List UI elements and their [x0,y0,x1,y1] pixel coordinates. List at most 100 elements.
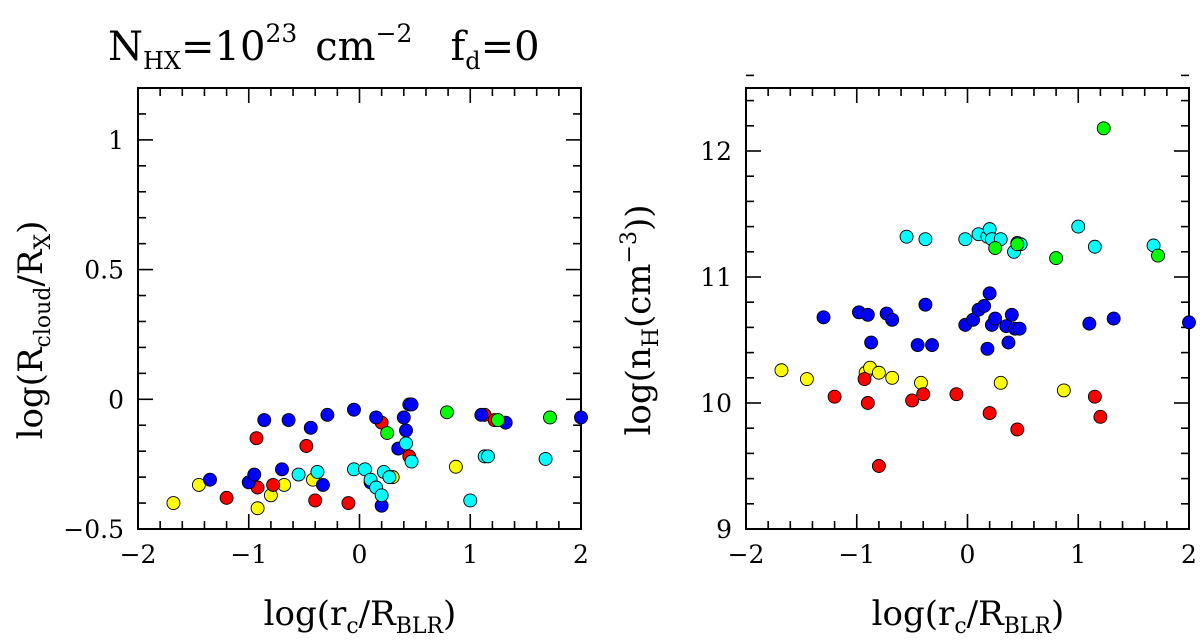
y-tick-label: −0.5 [63,515,124,544]
data-point-blue [816,310,831,325]
data-point-green [1010,237,1025,252]
data-point-blue [281,413,296,427]
data-point-cyan [481,449,495,464]
data-point-green [440,405,454,420]
x-tick-label: 2 [573,540,589,569]
y-tick-label: 0 [108,385,124,414]
title-n-sub: HX [143,47,181,75]
data-point-blue [1082,316,1097,331]
data-point-blue [977,299,992,313]
x-tick-label: 1 [462,540,478,569]
data-point-red [308,493,323,508]
data-point-cyan [463,493,478,508]
data-point-red [1093,409,1108,424]
data-point-red [249,431,264,446]
data-point-red [857,372,872,387]
data-point-blue [1182,315,1196,330]
data-point-cyan [899,229,914,244]
right-y-axis-label: log(nH(cm−3)) [617,205,664,436]
data-point-cyan [374,488,389,503]
data-point-blue [980,341,995,356]
data-point-blue [918,297,933,312]
data-point-green [1096,121,1111,136]
title-eq: =10 [181,24,265,70]
figure-title: NHX=1023 cm−2 fd=0 [108,19,540,75]
data-point-cyan [918,232,933,247]
data-point-red [299,439,314,453]
data-point-yellow [774,363,789,378]
x-tick-label: 2 [1181,540,1197,569]
data-point-blue [369,410,384,425]
title-n: N [108,24,143,70]
right-ticks [745,74,1190,530]
data-point-cyan [1087,239,1102,254]
data-point-blue [404,397,419,412]
data-point-red [341,496,356,511]
data-point-blue [303,420,318,435]
y-tick-label: 12 [700,137,732,166]
data-point-red [266,477,281,492]
y-tick-label: 11 [700,263,732,292]
data-point-blue [982,286,997,301]
data-point-blue [1004,307,1019,322]
right-x-axis-label: log(rc/RBLR) [872,594,1065,639]
right-plot-frame [745,87,1190,530]
data-point-blue [1012,321,1027,336]
title-f: f [450,24,468,70]
y-tick-label: 1 [108,126,124,155]
title-unit-exp: −2 [376,19,413,48]
left-tick-labels: −2 −1 0 1 2 −0.5 0 0.5 1 [63,126,589,569]
x-tick-label: −1 [230,540,267,569]
data-point-blue [988,311,1003,326]
title-f-sub: d [465,47,480,75]
data-point-red [949,387,964,402]
data-point-red [1087,389,1102,404]
data-point-yellow [166,496,181,511]
data-point-blue [885,312,900,327]
data-point-yellow [871,365,886,380]
x-tick-label: −1 [838,540,875,569]
right-data-points [774,121,1196,473]
left-data-points [166,397,588,516]
data-point-blue [275,462,289,477]
data-point-cyan [382,470,397,485]
y-tick-label: 10 [700,389,732,418]
left-plot-frame [137,87,582,530]
data-point-blue [203,472,217,487]
y-tick-label: 9 [716,515,732,544]
x-tick-label: 1 [1070,540,1086,569]
title-f-eq: =0 [481,24,540,70]
x-tick-label: 0 [352,540,368,569]
data-point-blue [1106,311,1121,326]
data-point-red [905,393,920,408]
data-point-yellow [885,370,900,385]
data-point-yellow [448,459,463,474]
data-point-green [543,410,557,425]
x-tick-label: −2 [728,540,765,569]
y-tick-label: 0.5 [84,256,124,285]
data-point-blue [910,338,925,352]
data-point-blue [247,467,262,482]
data-point-blue [925,338,940,352]
data-point-green [380,426,395,440]
data-point-blue [860,307,875,322]
data-point-green [1049,251,1064,266]
data-point-green [1151,248,1165,263]
x-tick-label: 0 [960,540,976,569]
data-point-cyan [538,452,553,466]
data-point-cyan [291,467,306,482]
data-point-yellow [1056,383,1071,398]
data-point-green [490,413,505,427]
left-panel: −2 −1 0 1 2 −0.5 0 0.5 1 log(rc/RBLR) log(Rcloud… [11,87,589,639]
data-point-cyan [1071,219,1086,234]
data-point-cyan [310,464,325,479]
left-y-axis-label: log(Rcloud/RX) [11,221,56,440]
title-exp: 23 [265,19,297,48]
data-point-yellow [993,375,1008,390]
data-point-red [1010,422,1025,437]
data-point-green [988,241,1003,255]
data-point-yellow [914,375,928,390]
